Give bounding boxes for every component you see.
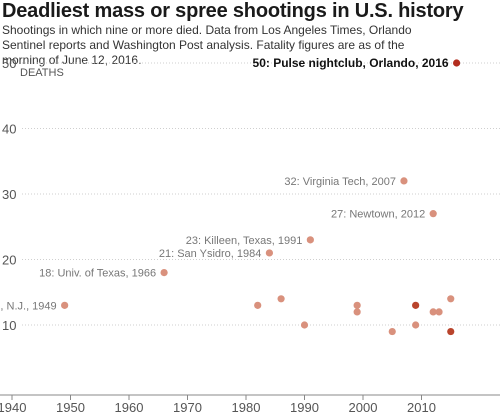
- y-tick-label: 30: [2, 187, 16, 202]
- data-points: [61, 59, 461, 336]
- point-label: 27: Newtown, 2012: [331, 209, 425, 221]
- y-tick-label: 50: [2, 56, 16, 71]
- x-tick-label: 1970: [173, 400, 202, 412]
- data-point: [353, 301, 361, 309]
- y-tick-label: 20: [2, 253, 16, 268]
- x-tick-label: 1990: [290, 400, 319, 412]
- data-point: [265, 249, 273, 257]
- y-axis-label: DEATHS: [20, 67, 64, 79]
- data-point: [61, 301, 69, 309]
- point-label: 21: San Ysidro, 1984: [159, 248, 262, 260]
- data-point: [435, 308, 443, 316]
- data-point: [388, 327, 396, 336]
- data-point: [160, 269, 168, 277]
- gridlines: [22, 62, 500, 326]
- data-point: [447, 295, 455, 303]
- point-label: 18: Univ. of Texas, 1966: [39, 268, 156, 280]
- x-tick-label: 1950: [56, 400, 85, 412]
- point-label: 23: Killeen, Texas, 1991: [186, 235, 303, 247]
- point-label: 50: Pulse nightclub, Orlando, 2016: [253, 56, 449, 70]
- y-tick-label: 40: [2, 122, 16, 137]
- y-tick-labels: 10 20 30 40 50: [2, 56, 16, 333]
- data-point: [447, 327, 455, 336]
- x-tick-label: 1940: [0, 400, 26, 412]
- point-label: 14: Camden, N.J., 1949: [0, 300, 57, 312]
- data-point: [429, 210, 437, 218]
- x-tick-label: 1980: [232, 400, 261, 412]
- data-point: [254, 301, 262, 309]
- x-tick-label: 2010: [407, 400, 436, 412]
- y-tick-label: 10: [2, 318, 16, 333]
- x-axis: 1940 1950 1960 1970 1980 1990 2000 2010: [0, 394, 500, 412]
- x-tick-label: 2000: [349, 400, 378, 412]
- data-point: [453, 59, 461, 67]
- data-point: [306, 236, 314, 244]
- point-labels: 14: Camden, N.J., 1949 18: Univ. of Texas…: [0, 56, 449, 312]
- data-point: [400, 177, 408, 185]
- chart-subtitle: Shootings in which nine or more died. Da…: [2, 23, 412, 67]
- data-point: [353, 308, 361, 316]
- data-point: [412, 321, 420, 329]
- chart-title: Deadliest mass or spree shootings in U.S…: [2, 0, 464, 22]
- data-point: [277, 295, 285, 303]
- x-tick-label: 1960: [115, 400, 144, 412]
- data-point: [412, 301, 420, 309]
- point-label: 32: Virginia Tech, 2007: [284, 176, 396, 188]
- data-point: [429, 308, 437, 316]
- data-point: [300, 321, 309, 329]
